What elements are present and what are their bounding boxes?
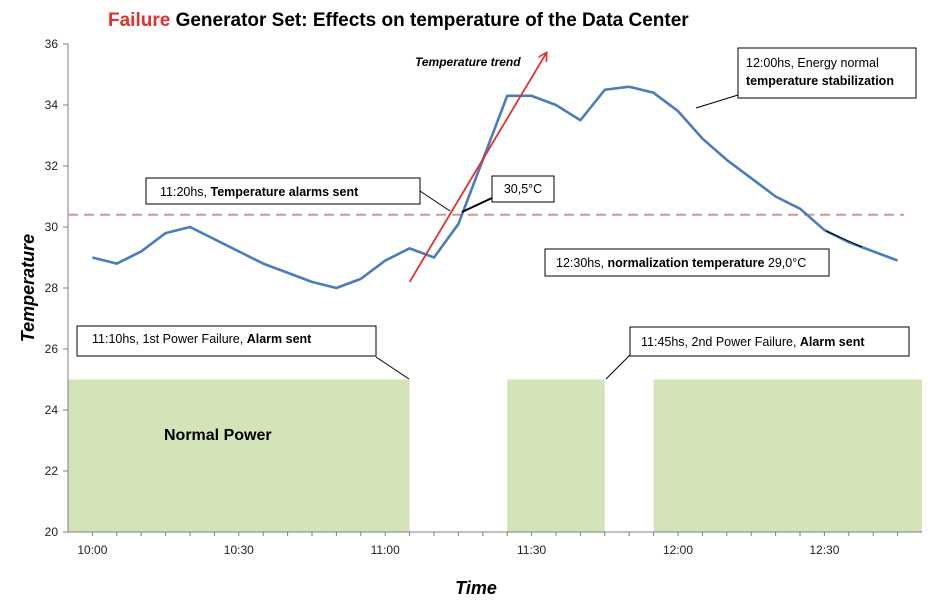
x-tick-label: 10:30 bbox=[224, 543, 254, 557]
callout-norm-1230-box bbox=[544, 248, 830, 277]
y-tick-label: 22 bbox=[45, 464, 59, 478]
leader-stab-1200 bbox=[695, 94, 739, 109]
y-tick-label: 24 bbox=[45, 403, 59, 417]
callout-stab-1200-box bbox=[737, 47, 917, 99]
callout-norm-1230: 12:30hs, normalization temperature 29,0°… bbox=[544, 248, 830, 277]
callout-norm-1230-time: 12:30hs, bbox=[556, 256, 607, 270]
leader-norm-1230 bbox=[825, 230, 863, 248]
callout-leaders bbox=[375, 94, 863, 380]
x-axis-title: Time bbox=[455, 578, 497, 598]
leader-alarm-1120 bbox=[419, 190, 451, 212]
chart-title: Failure Generator Set: Effects on temper… bbox=[108, 10, 689, 31]
axes bbox=[63, 43, 922, 536]
callout-fail-1110-text: 11:10hs, 1st Power Failure, Alarm sent bbox=[92, 332, 312, 346]
y-tick-label: 30 bbox=[45, 220, 59, 234]
x-tick-label: 12:00 bbox=[663, 543, 693, 557]
leader-fail-1145 bbox=[605, 354, 631, 380]
temperature-trend-arrow bbox=[408, 53, 547, 283]
y-tick-label: 20 bbox=[45, 525, 59, 539]
x-tick-label: 11:30 bbox=[517, 543, 546, 557]
callout-fail-1145-text: 11:45hs, 2nd Power Failure, Alarm sent bbox=[641, 335, 865, 349]
chart-title-rest: Generator Set: Effects on temperature of… bbox=[170, 10, 689, 31]
y-tick-label: 26 bbox=[45, 342, 59, 356]
power-region-1 bbox=[68, 379, 410, 532]
callout-temp-305: 30,5°C bbox=[491, 175, 555, 203]
callout-norm-1230-value: 29,0°C bbox=[764, 256, 806, 270]
callout-fail-1110-desc: 11:10hs, 1st Power Failure, bbox=[92, 332, 247, 346]
y-tick-label: 28 bbox=[45, 281, 59, 295]
power-region-2 bbox=[507, 379, 605, 532]
leader-fail-1110 bbox=[375, 356, 410, 380]
callout-fail-1110: 11:10hs, 1st Power Failure, Alarm sent bbox=[76, 325, 377, 357]
callout-alarm-1120-desc: Temperature alarms sent bbox=[211, 185, 360, 199]
temperature-series-line bbox=[92, 85, 899, 290]
x-tick-label: 10:00 bbox=[77, 543, 107, 557]
y-tick-label: 32 bbox=[45, 159, 59, 173]
callout-alarm-1120: 11:20hs, Temperature alarms sent bbox=[145, 177, 421, 205]
callout-fail-1110-box bbox=[76, 325, 377, 357]
power-region-3 bbox=[653, 379, 922, 532]
leader-temp-305 bbox=[461, 197, 493, 213]
callout-fail-1145-desc: 11:45hs, 2nd Power Failure, bbox=[641, 335, 800, 349]
x-tick-labels: 10:00 10:30 11:00 11:30 12:00 12:30 bbox=[77, 543, 839, 557]
callout-alarm-1120-time: 11:20hs, bbox=[160, 185, 211, 199]
power-regions bbox=[68, 379, 922, 532]
callout-alarm-1120-text: 11:20hs, Temperature alarms sent bbox=[160, 185, 359, 199]
callout-stab-1200: 12:00hs, Energy normal temperature stabi… bbox=[737, 47, 917, 99]
callout-norm-1230-text: 12:30hs, normalization temperature 29,0°… bbox=[556, 256, 806, 270]
callout-fail-1110-alarm: Alarm sent bbox=[247, 332, 312, 346]
callout-stab-1200-line1: 12:00hs, Energy normal bbox=[746, 56, 879, 70]
y-tick-label: 36 bbox=[45, 37, 59, 51]
x-tick-label: 12:30 bbox=[809, 543, 839, 557]
y-tick-labels: 20 22 24 26 28 30 32 34 36 bbox=[45, 37, 59, 539]
callout-fail-1145-alarm: Alarm sent bbox=[800, 335, 865, 349]
callout-stab-1200-line2: temperature stabilization bbox=[746, 74, 894, 88]
callout-fail-1145: 11:45hs, 2nd Power Failure, Alarm sent bbox=[629, 326, 910, 357]
temperature-trend-label: Temperature trend bbox=[415, 55, 521, 69]
x-tick-label: 11:00 bbox=[371, 543, 400, 557]
callout-temp-305-box bbox=[491, 175, 555, 203]
callout-alarm-1120-box bbox=[145, 177, 421, 205]
y-axis-title: Temperature bbox=[18, 234, 38, 342]
power-region-label: Normal Power bbox=[164, 427, 272, 444]
callout-fail-1145-box bbox=[629, 326, 910, 357]
callout-norm-1230-desc: normalization temperature bbox=[607, 256, 764, 270]
chart-title-highlight: Failure bbox=[108, 10, 170, 31]
callout-temp-305-text: 30,5°C bbox=[504, 182, 542, 196]
y-tick-label: 34 bbox=[45, 98, 59, 112]
